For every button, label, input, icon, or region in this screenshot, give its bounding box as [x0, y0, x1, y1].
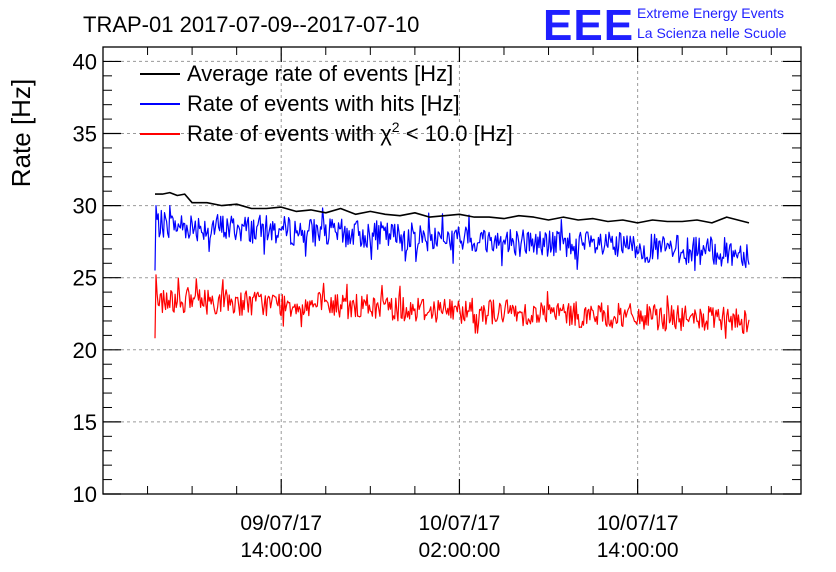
- y-tick-label: 25: [73, 266, 97, 291]
- x-tick-date: 09/07/17: [240, 512, 322, 535]
- series-line-chi2: [154, 274, 750, 339]
- y-tick-label: 35: [73, 122, 97, 147]
- x-tick-date: 10/07/17: [597, 512, 679, 535]
- eee-logo-letters: EEE: [543, 1, 634, 50]
- eee-logo: EEE Extreme Energy Events La Scienza nel…: [543, 1, 787, 50]
- series-line-hits: [154, 205, 750, 272]
- series-layer: [154, 191, 750, 339]
- eee-logo-line1: Extreme Energy Events: [637, 5, 784, 21]
- legend-label-chi2: Rate of events with χ2 < 10.0 [Hz]: [187, 119, 513, 146]
- grid-lines: [103, 47, 801, 494]
- y-axis: 10 15 20 25 30 35 40: [73, 46, 801, 507]
- y-tick-label: 30: [73, 194, 97, 219]
- x-tick-date: 10/07/17: [419, 512, 501, 535]
- chart-title: TRAP-01 2017-07-09--2017-07-10: [83, 12, 419, 37]
- legend-label-hits: Rate of events with hits [Hz]: [187, 91, 460, 116]
- legend-label-average: Average rate of events [Hz]: [187, 61, 453, 86]
- y-tick-label: 10: [73, 482, 97, 507]
- series-line-average: [155, 191, 750, 224]
- x-tick-time: 14:00:00: [240, 539, 322, 562]
- legend: Average rate of events [Hz] Rate of even…: [140, 61, 513, 146]
- y-tick-label: 20: [73, 338, 97, 363]
- x-tick-time: 02:00:00: [419, 539, 501, 562]
- plot-frame: [102, 46, 802, 495]
- eee-logo-line2: La Scienza nelle Scuole: [637, 25, 787, 41]
- y-axis-label: Rate [Hz]: [6, 79, 36, 187]
- x-tick-time: 14:00:00: [597, 539, 679, 562]
- x-axis: 09/07/17 14:00:00 10/07/17 02:00:00 10/07/17…: [147, 47, 772, 562]
- y-tick-label: 40: [73, 49, 97, 74]
- y-tick-label: 15: [73, 410, 97, 435]
